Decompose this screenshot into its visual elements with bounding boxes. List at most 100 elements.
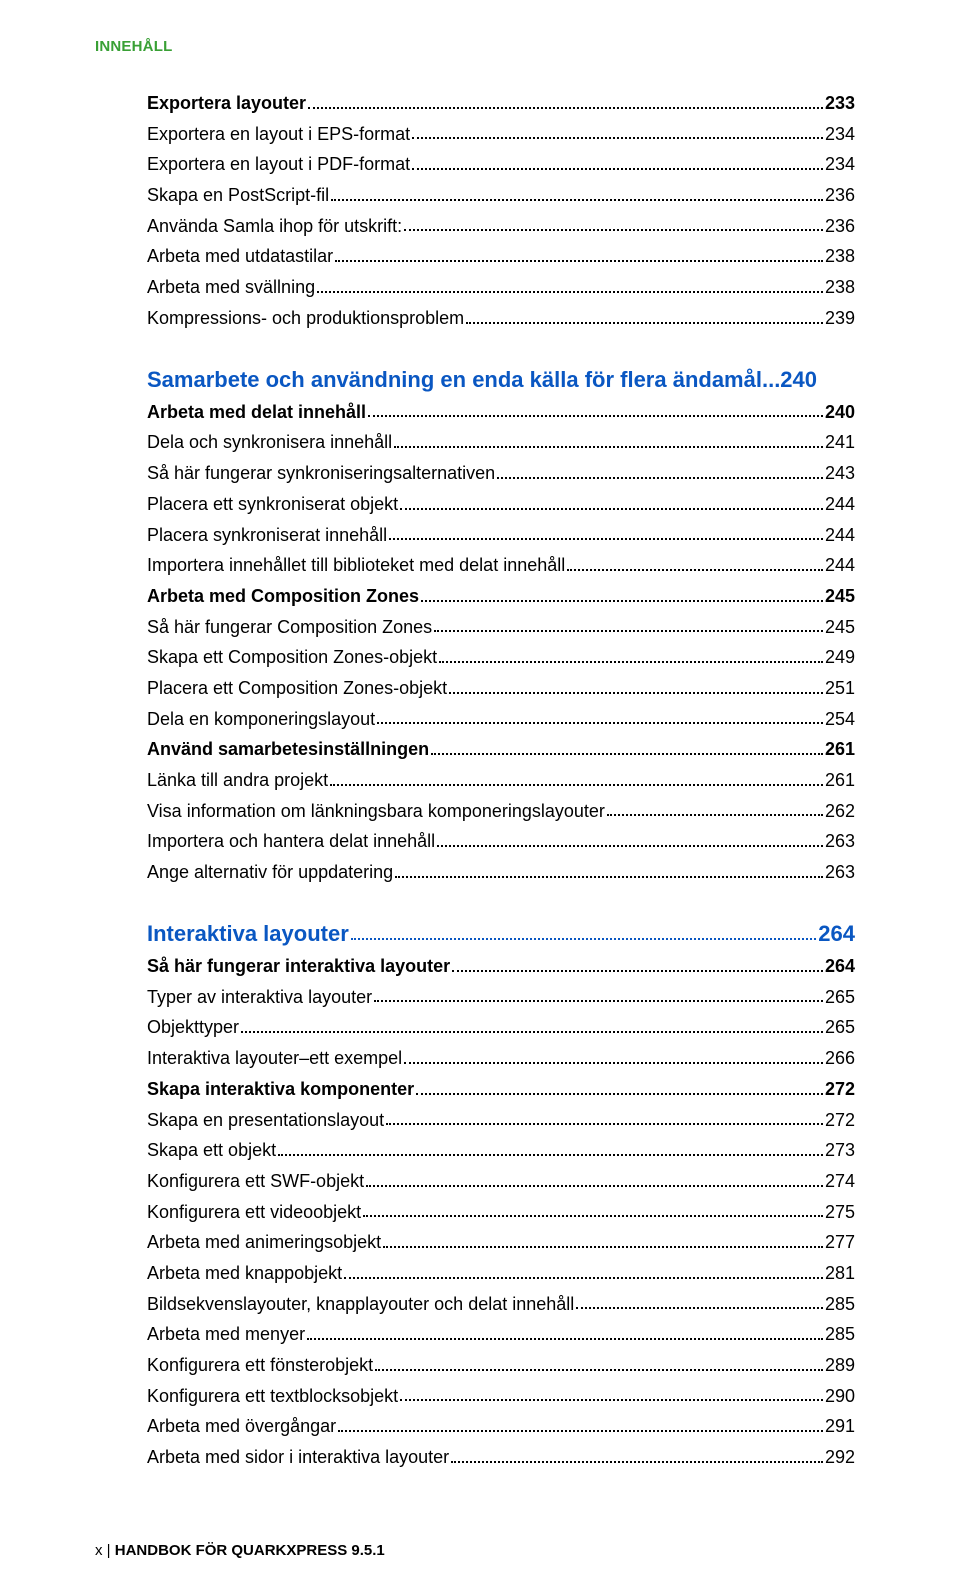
toc-row: Arbeta med utdatastilar238 [147, 246, 855, 267]
toc-label: Placera synkroniserat innehåll [147, 525, 387, 546]
toc-page-number: 261 [825, 739, 855, 760]
toc-page-number: 251 [825, 678, 855, 699]
toc-page-number: ...240 [762, 367, 817, 392]
toc-leader-dots [576, 1307, 823, 1309]
toc-label: Importera innehållet till biblioteket me… [147, 555, 565, 576]
toc-row: Använd samarbetesinställningen 261 [147, 739, 855, 760]
toc-leader-dots [412, 168, 823, 170]
footer-title: HANDBOK FÖR QUARKXPRESS 9.5.1 [115, 1542, 385, 1559]
toc-row: Skapa interaktiva komponenter272 [147, 1079, 855, 1100]
toc-leader-dots [374, 1000, 823, 1002]
toc-page-number: 234 [825, 124, 855, 145]
toc-label: Exportera layouter [147, 93, 306, 114]
toc-leader-dots [368, 415, 823, 417]
footer-separator: | [103, 1542, 115, 1559]
toc-row: Exportera en layout i PDF-format234 [147, 154, 855, 175]
toc-row: Visa information om länkningsbara kompon… [147, 801, 855, 822]
toc-row: Interaktiva layouter–ett exempel266 [147, 1048, 855, 1069]
toc-label: Så här fungerar Composition Zones [147, 617, 432, 638]
toc-leader-dots [421, 600, 823, 602]
toc-label: Ange alternativ för uppdatering [147, 862, 393, 883]
toc-row: Skapa en PostScript-fil236 [147, 185, 855, 206]
toc-label: Interaktiva layouter–ett exempel [147, 1048, 402, 1069]
toc-label: Kompressions- och produktionsproblem [147, 308, 464, 329]
section-break [147, 339, 855, 367]
toc-label: Arbeta med knappobjekt [147, 1263, 342, 1284]
toc-label: Skapa ett Composition Zones-objekt [147, 647, 437, 668]
toc-page-number: 277 [825, 1232, 855, 1253]
toc-row: Konfigurera ett SWF-objekt 274 [147, 1171, 855, 1192]
toc-leader-dots [412, 137, 823, 139]
toc-row: Placera ett synkroniserat objekt244 [147, 494, 855, 515]
toc-row: Ange alternativ för uppdatering 263 [147, 862, 855, 883]
toc-row: Skapa ett objekt273 [147, 1140, 855, 1161]
toc-page-number: 236 [825, 185, 855, 206]
toc-label: Konfigurera ett SWF-objekt [147, 1171, 364, 1192]
toc-page-number: 240 [825, 402, 855, 423]
toc-leader-dots [497, 477, 823, 479]
toc-row: Importera innehållet till biblioteket me… [147, 555, 855, 576]
toc-label: Konfigurera ett textblocksobjekt [147, 1386, 398, 1407]
toc-page-number: 265 [825, 1017, 855, 1038]
toc-leader-dots [404, 1062, 823, 1064]
toc-leader-dots [330, 784, 823, 786]
toc-row: Arbeta med menyer285 [147, 1324, 855, 1345]
toc-row: Bildsekvenslayouter, knapplayouter och d… [147, 1294, 855, 1315]
toc-page-number: 245 [825, 586, 855, 607]
toc-page-number: 264 [818, 921, 855, 946]
toc-leader-dots [466, 322, 823, 324]
toc-page-number: 285 [825, 1294, 855, 1315]
page-footer: x | HANDBOK FÖR QUARKXPRESS 9.5.1 [95, 1542, 385, 1559]
toc-leader-dots [344, 1277, 823, 1279]
toc-leader-dots [366, 1185, 823, 1187]
toc-page-number: 238 [825, 246, 855, 267]
toc-row: Dela och synkronisera innehåll241 [147, 432, 855, 453]
toc-leader-dots [389, 538, 823, 540]
toc-label: Arbeta med delat innehåll [147, 402, 366, 423]
table-of-contents: Exportera layouter233Exportera en layout… [147, 93, 855, 1468]
toc-leader-dots [404, 229, 823, 231]
toc-page-number: 244 [825, 555, 855, 576]
toc-page-number: 244 [825, 525, 855, 546]
toc-leader-dots [383, 1246, 823, 1248]
toc-page-number: 234 [825, 154, 855, 175]
toc-page-number: 290 [825, 1386, 855, 1407]
toc-page-number: 272 [825, 1110, 855, 1131]
toc-row: Så här fungerar synkroniseringsalternati… [147, 463, 855, 484]
toc-label: Använd samarbetesinställningen [147, 739, 429, 760]
toc-leader-dots [375, 1369, 823, 1371]
toc-leader-dots [331, 199, 823, 201]
toc-row: Skapa en presentationslayout272 [147, 1110, 855, 1131]
toc-label: Så här fungerar synkroniseringsalternati… [147, 463, 495, 484]
toc-row: Importera och hantera delat innehåll263 [147, 831, 855, 852]
toc-label: Samarbete och användning en enda källa f… [147, 367, 762, 392]
toc-leader-dots [416, 1093, 823, 1095]
toc-leader-dots [338, 1430, 823, 1432]
toc-row: Arbeta med sidor i interaktiva layouter2… [147, 1447, 855, 1468]
toc-row: Använda Samla ihop för utskrift:236 [147, 216, 855, 237]
toc-row: Konfigurera ett videoobjekt275 [147, 1202, 855, 1223]
toc-row: Arbeta med delat innehåll 240 [147, 402, 855, 423]
toc-page-number: 264 [825, 956, 855, 977]
toc-page-number: 263 [825, 862, 855, 883]
toc-page-number: 272 [825, 1079, 855, 1100]
toc-label: Objekttyper [147, 1017, 239, 1038]
toc-page-number: 263 [825, 831, 855, 852]
toc-page-number: 292 [825, 1447, 855, 1468]
toc-label: Konfigurera ett fönsterobjekt [147, 1355, 373, 1376]
toc-leader-dots [400, 1399, 823, 1401]
toc-row: Samarbete och användning en enda källa f… [147, 367, 855, 392]
header-title: INNEHÅLL [95, 38, 865, 55]
toc-row: Arbeta med animeringsobjekt277 [147, 1232, 855, 1253]
toc-row: Kompressions- och produktionsproblem239 [147, 308, 855, 329]
toc-row: Arbeta med Composition Zones245 [147, 586, 855, 607]
toc-label: Exportera en layout i EPS-format [147, 124, 410, 145]
toc-row: Exportera en layout i EPS-format 234 [147, 124, 855, 145]
toc-row: Arbeta med övergångar291 [147, 1416, 855, 1437]
toc-label: Typer av interaktiva layouter [147, 987, 372, 1008]
toc-leader-dots [335, 260, 823, 262]
page: INNEHÅLL Exportera layouter233Exportera … [0, 0, 960, 1595]
toc-leader-dots [386, 1123, 823, 1125]
toc-page-number: 274 [825, 1171, 855, 1192]
toc-page-number: 238 [825, 277, 855, 298]
